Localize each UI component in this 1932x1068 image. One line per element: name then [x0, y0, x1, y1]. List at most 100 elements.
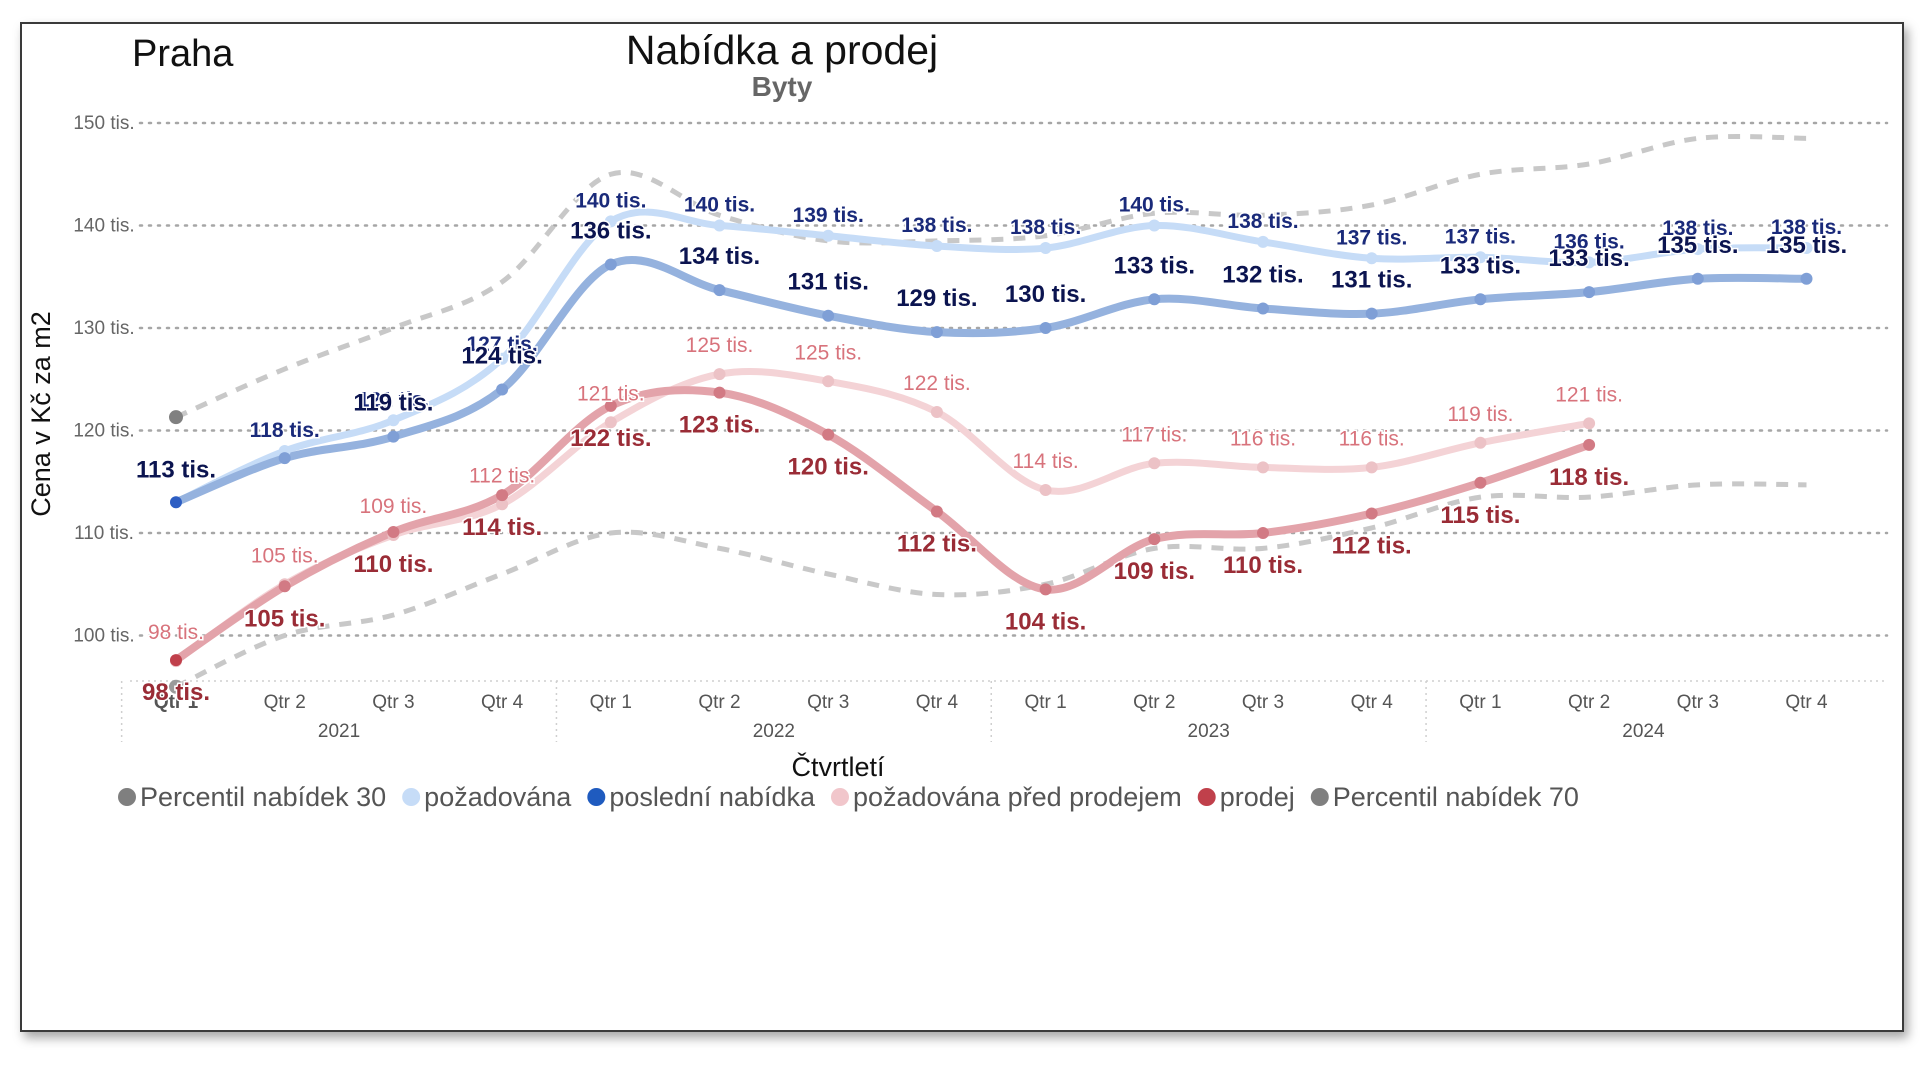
data-label: 121 tis. — [1555, 383, 1623, 406]
y-tick-label: 130 tis. — [73, 318, 134, 339]
series-line — [174, 481, 1807, 690]
data-label: 133 tis. — [1114, 252, 1195, 279]
data-point — [1039, 483, 1052, 496]
data-point — [1148, 293, 1161, 306]
data-label: 110 tis. — [1223, 552, 1303, 579]
legend-swatch — [1310, 788, 1329, 806]
data-point — [496, 383, 509, 396]
data-label: 117 tis. — [1121, 423, 1187, 446]
data-label: 105 tis. — [244, 605, 325, 632]
x-tick-label: Qtr 4 — [916, 692, 959, 713]
data-point — [1257, 235, 1269, 248]
data-label: 109 tis. — [1114, 558, 1195, 585]
chart-title: Nabídka a prodej — [626, 27, 938, 73]
data-point — [1691, 243, 1704, 256]
data-point — [1148, 457, 1161, 470]
data-point — [1583, 256, 1596, 269]
data-label: 140 tis. — [1119, 194, 1190, 217]
x-tick-label: Qtr 4 — [1785, 692, 1828, 713]
data-point — [1691, 272, 1704, 285]
data-label: 123 tis. — [679, 412, 760, 439]
data-label: 118 tis. — [250, 419, 320, 442]
data-label: 131 tis. — [1331, 267, 1412, 294]
series-lines — [172, 133, 1811, 690]
legend-swatch — [1197, 788, 1216, 806]
data-label: 122 tis. — [903, 372, 971, 395]
data-point — [1039, 322, 1052, 334]
x-tick-label: Qtr 4 — [481, 692, 524, 713]
data-label: 138 tis. — [1771, 216, 1842, 239]
data-label: 125 tis. — [794, 341, 862, 364]
data-label: 138 tis. — [901, 214, 972, 237]
x-tick-label: Qtr 3 — [1242, 692, 1284, 713]
data-label: 116 tis. — [1230, 427, 1296, 450]
data-label: 118 tis. — [1549, 464, 1629, 491]
data-point — [387, 414, 400, 427]
data-point — [278, 580, 291, 593]
data-label: 125 tis. — [686, 334, 754, 357]
legend-label: prodej — [1220, 782, 1295, 812]
series-line — [174, 133, 1807, 420]
data-label: 114 tis. — [462, 514, 542, 541]
y-axis-ticks: 100 tis. 110 tis. 120 tis. 130 tis. 140 tis.… — [73, 113, 134, 647]
data-point — [1257, 461, 1269, 474]
data-label: 129 tis. — [896, 285, 977, 312]
legend-swatch — [402, 788, 421, 806]
data-point — [1800, 242, 1813, 255]
x-tick-label: Qtr 3 — [1677, 692, 1719, 713]
data-point — [496, 489, 509, 502]
data-point — [1365, 307, 1378, 320]
data-point — [1583, 417, 1596, 430]
data-point — [713, 386, 726, 399]
data-label: 132 tis. — [1222, 262, 1303, 289]
data-label: 112 tis. — [897, 530, 977, 557]
legend-label: požadována — [424, 782, 572, 812]
data-label: 131 tis. — [788, 269, 869, 296]
data-label: 136 tis. — [1553, 230, 1624, 253]
y-tick-label: 120 tis. — [73, 421, 134, 442]
chart-subtitle: Byty — [752, 71, 813, 102]
data-label: 98 tis. — [142, 679, 210, 706]
legend-swatch — [118, 788, 136, 806]
data-point — [1474, 293, 1487, 306]
data-point — [169, 679, 183, 694]
data-label: 98 tis. — [148, 621, 204, 644]
data-label: 137 tis. — [1336, 226, 1407, 249]
x-tick-label: Qtr 3 — [372, 692, 414, 713]
x-tick-label: Qtr 2 — [698, 692, 740, 713]
data-label: 114 tis. — [1013, 450, 1079, 473]
x-tick-label: Qtr 3 — [807, 692, 849, 713]
data-label: 105 tis. — [251, 544, 319, 567]
data-point — [1583, 438, 1596, 451]
y-tick-label: 110 tis. — [74, 523, 134, 544]
data-label: 110 tis. — [353, 551, 433, 578]
data-point — [930, 505, 943, 518]
data-label: 122 tis. — [570, 425, 651, 452]
data-label: 138 tis. — [1010, 216, 1081, 239]
data-label: 112 tis. — [469, 464, 535, 487]
data-label: 104 tis. — [1005, 608, 1086, 635]
data-point — [1148, 533, 1161, 546]
data-point — [930, 326, 943, 339]
x-axis-label: Čtvrtletí — [791, 751, 885, 782]
data-label: 121 tis. — [358, 388, 429, 411]
x-tick-label: Qtr 1 — [1459, 692, 1501, 713]
x-tick-label: Qtr 1 — [590, 692, 632, 713]
x-tick-label: Qtr 2 — [1568, 692, 1610, 713]
legend-swatch — [830, 788, 849, 806]
x-tick-label: Qtr 1 — [154, 692, 199, 713]
x-tick-label: Qtr 2 — [264, 692, 306, 713]
data-label: 112 tis. — [1332, 533, 1412, 560]
data-point — [1365, 507, 1378, 520]
data-label: 133 tis. — [1548, 245, 1629, 272]
data-point — [604, 258, 617, 271]
data-label: 116 tis. — [1339, 427, 1405, 450]
data-label: 137 tis. — [1445, 225, 1516, 248]
y-tick-label: 100 tis. — [73, 626, 134, 647]
data-point — [1474, 476, 1487, 489]
data-label: 127 tis. — [466, 333, 537, 356]
year-label: 2021 — [318, 721, 360, 742]
data-label: 119 tis. — [353, 390, 433, 417]
location-label: Praha — [132, 33, 234, 75]
data-point — [604, 416, 617, 429]
